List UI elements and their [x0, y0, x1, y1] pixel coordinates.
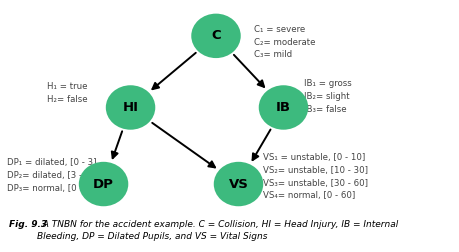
Ellipse shape	[214, 162, 263, 206]
Text: H₁ = true
H₂= false: H₁ = true H₂= false	[47, 82, 88, 104]
Text: VS₁ = unstable, [0 - 10]
VS₂= unstable, [10 - 30]
VS₃= unstable, [30 - 60]
VS₄= : VS₁ = unstable, [0 - 10] VS₂= unstable, …	[263, 153, 368, 200]
Text: IB₁ = gross
IB₂= slight
IB₃= false: IB₁ = gross IB₂= slight IB₃= false	[304, 79, 352, 114]
Text: HI: HI	[123, 101, 139, 114]
Ellipse shape	[106, 85, 155, 130]
Text: C₁ = severe
C₂= moderate
C₃= mild: C₁ = severe C₂= moderate C₃= mild	[254, 25, 316, 59]
Ellipse shape	[191, 14, 241, 58]
Ellipse shape	[79, 162, 129, 206]
Text: A TNBN for the accident example. C = Collision, HI = Head Injury, IB = Internal
: A TNBN for the accident example. C = Col…	[37, 220, 398, 241]
Text: DP₁ = dilated, [0 - 3]
DP₂= dilated, [3 - 5]
DP₃= normal, [0 - 5]: DP₁ = dilated, [0 - 3] DP₂= dilated, [3 …	[7, 158, 96, 193]
Text: DP: DP	[93, 178, 114, 191]
Text: C: C	[211, 29, 221, 42]
Text: Fig. 9.3: Fig. 9.3	[9, 220, 47, 229]
Ellipse shape	[259, 85, 308, 130]
Text: VS: VS	[229, 178, 248, 191]
Text: IB: IB	[276, 101, 291, 114]
